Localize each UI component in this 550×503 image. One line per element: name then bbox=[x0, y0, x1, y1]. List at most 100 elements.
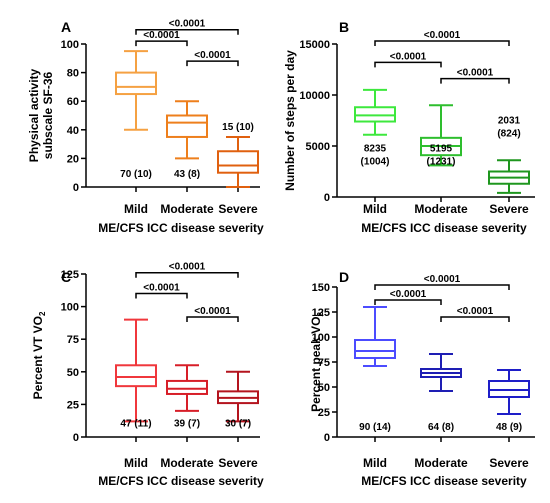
y-axis-title: Number of steps per day bbox=[283, 50, 297, 191]
box-iqr bbox=[166, 379, 208, 395]
x-tick-label: Mild bbox=[124, 202, 148, 216]
y-tick-label: 150 bbox=[312, 282, 330, 294]
significance-bracket bbox=[440, 77, 510, 84]
significance-bracket bbox=[374, 299, 442, 305]
stat-annotation: 64 (8) bbox=[428, 422, 454, 433]
y-tick-label: 0 bbox=[73, 432, 79, 444]
y-tick-label: 100 bbox=[312, 332, 330, 344]
y-tick-label: 75 bbox=[67, 334, 79, 346]
panel-letter: C bbox=[61, 269, 71, 285]
stat-annotation: 2031 bbox=[498, 115, 521, 126]
p-value-label: <0.0001 bbox=[143, 283, 180, 294]
box-iqr bbox=[115, 364, 157, 388]
stat-annotation: (1231) bbox=[427, 156, 456, 167]
y-tick-label: 60 bbox=[67, 96, 79, 108]
y-axis-title: Physical activitysubscale SF-36 bbox=[27, 68, 55, 162]
significance-bracket bbox=[135, 271, 239, 278]
box-iqr bbox=[354, 339, 396, 359]
significance-bracket bbox=[186, 316, 239, 323]
stat-annotation: (1004) bbox=[361, 156, 390, 167]
box-severe bbox=[217, 370, 259, 423]
box-moderate bbox=[420, 104, 462, 167]
p-value-label: <0.0001 bbox=[194, 50, 231, 61]
y-tick-label: 40 bbox=[67, 125, 79, 137]
box-severe bbox=[217, 135, 259, 188]
stat-annotation: 90 (14) bbox=[359, 422, 391, 433]
y-tick-label: 125 bbox=[61, 269, 79, 281]
panel-letter: A bbox=[61, 19, 71, 35]
x-tick-label: Mild bbox=[363, 202, 387, 216]
p-value-label: <0.0001 bbox=[143, 30, 180, 41]
p-value-label: <0.0001 bbox=[390, 51, 427, 62]
significance-bracket bbox=[374, 284, 510, 290]
y-tick-label: 0 bbox=[324, 432, 330, 444]
y-tick-label: 10000 bbox=[299, 90, 330, 102]
x-tick-label: Moderate bbox=[160, 202, 214, 216]
y-axis-title-line: subscale SF-36 bbox=[41, 71, 55, 159]
y-axis-title-main: Percent peak VO bbox=[309, 317, 323, 412]
p-value-label: <0.0001 bbox=[169, 19, 206, 30]
y-axis-title-main: Percent VT VO bbox=[31, 316, 45, 399]
y-tick-label: 100 bbox=[61, 302, 79, 314]
significance-bracket bbox=[135, 28, 239, 35]
y-tick-label: 50 bbox=[67, 367, 79, 379]
box-moderate bbox=[420, 353, 462, 392]
x-axis-title: ME/CFS ICC disease severity bbox=[98, 474, 264, 488]
stat-annotation: 39 (7) bbox=[174, 419, 200, 430]
significance-bracket bbox=[186, 60, 239, 67]
panel-letter: D bbox=[339, 269, 349, 285]
stat-annotation: 47 (11) bbox=[120, 419, 151, 430]
significance-bracket bbox=[374, 40, 510, 46]
y-axis-title-subscript: 2 bbox=[316, 312, 325, 317]
stat-annotation: 43 (8) bbox=[174, 169, 200, 180]
y-axis-title-line: Physical activity bbox=[27, 68, 41, 162]
x-tick-label: Mild bbox=[363, 456, 387, 470]
x-axis-title: ME/CFS ICC disease severity bbox=[98, 221, 264, 235]
y-tick-label: 125 bbox=[312, 307, 330, 319]
p-value-label: <0.0001 bbox=[457, 68, 494, 79]
x-tick-label: Severe bbox=[218, 456, 258, 470]
p-value-label: <0.0001 bbox=[194, 306, 231, 317]
stat-annotation: 15 (10) bbox=[222, 122, 254, 133]
panel-b: B 0 5000 10000 15000 Mild Moderate Severe ME/CFS… bbox=[283, 19, 535, 235]
x-tick-label: Severe bbox=[489, 456, 529, 470]
y-tick-label: 100 bbox=[61, 39, 79, 51]
x-tick-label: Moderate bbox=[160, 456, 214, 470]
p-value-label: <0.0001 bbox=[169, 262, 206, 273]
y-tick-label: 0 bbox=[73, 182, 79, 194]
y-axis-title: Percent peak VO2 bbox=[309, 312, 325, 412]
y-tick-label: 15000 bbox=[299, 39, 330, 51]
box-mild bbox=[354, 88, 396, 136]
p-value-label: <0.0001 bbox=[424, 30, 461, 41]
y-axis-title-subscript: 2 bbox=[38, 311, 47, 316]
significance-bracket bbox=[374, 61, 442, 68]
stat-annotation: 48 (9) bbox=[496, 422, 522, 433]
x-tick-label: Moderate bbox=[414, 202, 468, 216]
y-tick-label: 50 bbox=[318, 382, 330, 394]
stat-annotation: 5195 bbox=[430, 143, 453, 154]
p-value-label: <0.0001 bbox=[390, 289, 427, 300]
x-tick-label: Moderate bbox=[414, 456, 468, 470]
stat-annotation: (824) bbox=[497, 128, 520, 139]
box-moderate bbox=[166, 364, 208, 412]
y-tick-label: 20 bbox=[67, 153, 79, 165]
p-value-label: <0.0001 bbox=[424, 274, 461, 285]
x-tick-label: Mild bbox=[124, 456, 148, 470]
panel-letter: B bbox=[339, 19, 349, 35]
y-tick-label: 5000 bbox=[306, 141, 330, 153]
panel-c: C 0 25 50 75 100 125 Mild Moderate Severe ME/CFS I… bbox=[31, 262, 264, 488]
x-axis-title: ME/CFS ICC disease severity bbox=[361, 474, 527, 488]
x-axis-title: ME/CFS ICC disease severity bbox=[361, 221, 527, 235]
box-mild bbox=[354, 306, 396, 367]
y-tick-label: 25 bbox=[67, 399, 79, 411]
box-severe bbox=[488, 369, 530, 415]
panel-d: D 0 25 50 75 100 125 150 Mild Moderate Severe ME/CF… bbox=[309, 269, 535, 488]
box-moderate bbox=[166, 100, 208, 160]
stat-annotation: 70 (10) bbox=[120, 169, 152, 180]
p-value-label: <0.0001 bbox=[457, 306, 494, 317]
box-iqr bbox=[166, 114, 208, 138]
y-tick-label: 80 bbox=[67, 68, 79, 80]
panel-a: A 0 20 40 60 80 100 Mild Moderate Severe ME/CFS IC… bbox=[27, 19, 264, 235]
significance-bracket bbox=[440, 316, 510, 322]
